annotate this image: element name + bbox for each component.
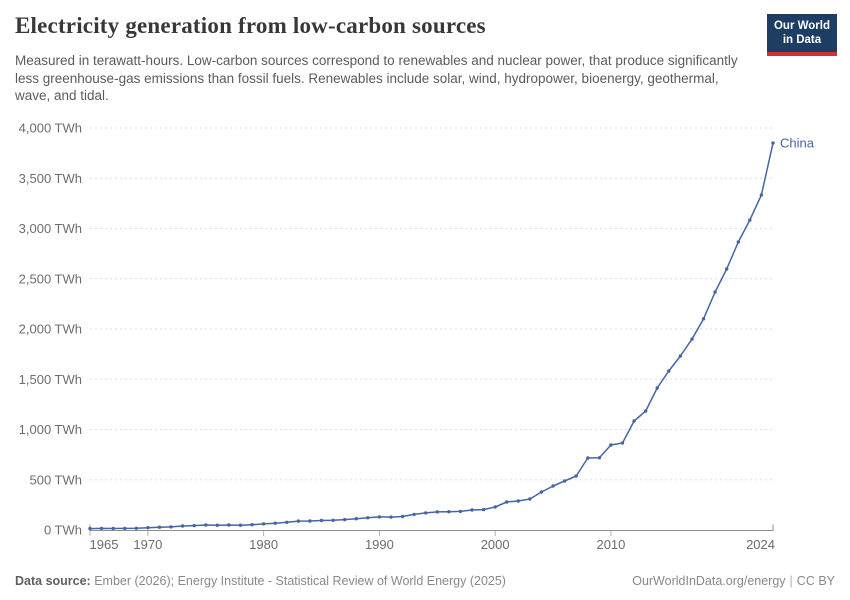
data-point — [273, 521, 277, 525]
data-point — [644, 409, 648, 413]
y-tick-label: 1,000 TWh — [19, 422, 82, 437]
data-point — [123, 526, 127, 531]
data-point — [377, 515, 382, 519]
data-point — [88, 526, 92, 531]
data-point — [319, 518, 324, 523]
chart-footer: Data source: Ember (2026); Energy Instit… — [15, 574, 835, 588]
data-point — [389, 515, 393, 519]
data-point — [146, 526, 150, 530]
data-point — [157, 525, 162, 529]
data-point — [678, 354, 683, 358]
data-point — [343, 517, 347, 522]
data-point — [516, 499, 520, 503]
data-point — [192, 523, 196, 528]
data-point — [99, 526, 104, 531]
data-point — [227, 523, 231, 527]
data-point — [447, 510, 451, 514]
data-point — [771, 141, 775, 145]
data-point — [736, 240, 740, 244]
data-point — [134, 526, 138, 530]
data-point — [701, 317, 706, 321]
footer-attribution: OurWorldInData.org/energy | CC BY — [632, 574, 835, 588]
footer-source-text: Ember (2026); Energy Institute - Statist… — [94, 574, 506, 588]
data-line — [89, 142, 774, 530]
y-tick-label: 4,000 TWh — [19, 121, 82, 136]
data-point — [331, 518, 335, 522]
data-point — [667, 369, 671, 373]
data-point — [250, 523, 254, 527]
data-point — [725, 267, 729, 271]
data-point — [424, 511, 428, 515]
data-point — [620, 441, 625, 445]
data-point — [400, 514, 405, 519]
data-point — [481, 507, 486, 512]
y-tick-label: 2,000 TWh — [19, 322, 82, 337]
data-point — [204, 523, 208, 527]
page-title: Electricity generation from low-carbon s… — [15, 13, 486, 38]
series-label-china: China — [780, 136, 815, 151]
data-point — [528, 497, 532, 501]
x-tick-label: 2024 — [746, 537, 775, 552]
data-point — [690, 337, 694, 341]
y-tick-label: 3,000 TWh — [19, 221, 82, 236]
footer-source: Data source: Ember (2026); Energy Instit… — [15, 574, 506, 588]
data-point — [412, 512, 416, 517]
data-point — [632, 419, 636, 423]
data-point — [435, 510, 439, 514]
y-tick-label: 500 TWh — [29, 472, 82, 487]
data-point — [366, 516, 370, 520]
data-point — [539, 490, 544, 494]
logo-line2: in Data — [782, 33, 822, 46]
data-point — [238, 523, 243, 527]
data-point — [586, 456, 590, 460]
data-point — [308, 519, 312, 523]
data-point — [713, 290, 717, 294]
data-point — [759, 193, 764, 197]
data-point — [458, 509, 463, 514]
x-tick-label: 2000 — [481, 537, 510, 552]
data-point — [609, 443, 613, 447]
y-tick-label: 2,500 TWh — [19, 271, 82, 286]
data-point — [748, 218, 752, 222]
data-point — [505, 500, 509, 504]
data-point — [551, 484, 555, 488]
x-tick-label: 2010 — [596, 537, 625, 552]
data-point — [493, 505, 497, 509]
data-point — [574, 474, 578, 478]
chart-subtitle: Measured in terawatt-hours. Low-carbon s… — [15, 53, 738, 103]
data-point — [215, 523, 219, 527]
data-point — [261, 522, 266, 526]
data-point — [111, 526, 115, 531]
data-point — [354, 517, 358, 521]
data-point — [180, 524, 185, 528]
y-tick-label: 0 TWh — [44, 523, 82, 538]
y-tick-label: 1,500 TWh — [19, 372, 82, 387]
data-point — [562, 479, 567, 483]
data-point — [597, 456, 602, 460]
y-tick-label: 3,500 TWh — [19, 171, 82, 186]
data-point — [470, 508, 474, 512]
x-tick-label: 1980 — [249, 537, 278, 552]
footer-license-link[interactable]: CC BY — [796, 574, 835, 588]
footer-source-label: Data source: — [15, 574, 91, 588]
footer-site-link[interactable]: OurWorldInData.org/energy — [632, 574, 786, 588]
x-tick-label: 1970 — [133, 537, 162, 552]
data-point — [169, 525, 173, 529]
data-point — [655, 386, 659, 390]
data-point — [296, 519, 301, 523]
logo-line1: Our World — [773, 20, 830, 32]
owid-logo[interactable]: Our World in Data — [766, 14, 837, 56]
data-point — [285, 520, 289, 524]
x-tick-label: 1965 — [90, 537, 119, 552]
footer-separator: | — [789, 574, 793, 588]
x-tick-label: 1990 — [365, 537, 394, 552]
